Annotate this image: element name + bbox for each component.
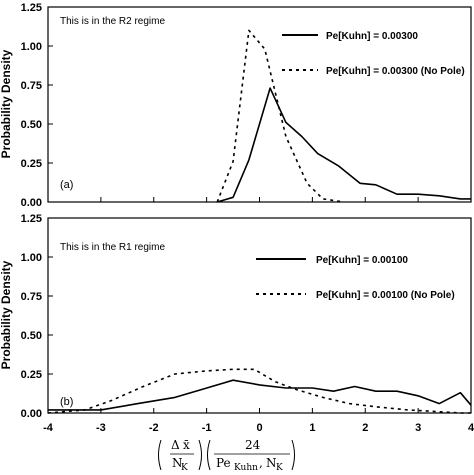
y-tick-label: 0.50 [21, 119, 42, 131]
svg-text:K: K [181, 463, 188, 473]
svg-text:Δ: Δ [171, 438, 180, 452]
svg-text:,: , [259, 456, 263, 470]
y-tick-label: 1.00 [21, 41, 42, 53]
annotation-a: This is in the R2 regime [60, 16, 165, 27]
y-tick-label: 0.50 [21, 330, 42, 342]
legend-b-dashed-label: Pe[Kuhn] = 0.00100 (No Pole) [316, 290, 455, 301]
x-tick-label: 2 [362, 422, 368, 434]
series-line-b-no-pole [47, 368, 471, 414]
legend-b: Pe[Kuhn] = 0.00100 Pe[Kuhn] = 0.00100 (N… [256, 255, 455, 301]
legend-a: Pe[Kuhn] = 0.00300 Pe[Kuhn] = 0.00300 (N… [282, 31, 465, 77]
panel-label-a: (a) [60, 179, 73, 191]
svg-text:Kuhn: Kuhn [234, 463, 258, 473]
svg-text:N: N [266, 456, 277, 470]
y-tick-label: 1.25 [21, 213, 42, 225]
y-ticks-b: 0.00 0.25 0.50 0.75 1.00 1.25 [21, 213, 53, 420]
svg-text:Pe: Pe [216, 456, 231, 470]
series-line-b-pole [48, 379, 472, 411]
panel-label-b: (b) [60, 396, 73, 408]
y-axis-label-b: Probability Density [0, 260, 13, 369]
series-line-a-no-pole [216, 29, 345, 203]
x-tick-label: -4 [43, 422, 54, 434]
y-tick-label: 0.00 [21, 197, 42, 209]
x-tick-label: 4 [468, 422, 474, 434]
series-lines-a [47, 29, 472, 203]
y-tick-label: 0.75 [21, 80, 42, 92]
legend-a-dashed-label: Pe[Kuhn] = 0.00300 (No Pole) [326, 66, 465, 77]
annotation-b: This is in the R1 regime [60, 242, 165, 253]
x-tick-label: -1 [202, 422, 212, 434]
series-lines-b [47, 368, 472, 414]
y-ticks-a: 0.00 0.25 0.50 0.75 1.00 1.25 [21, 2, 53, 209]
svg-text:K: K [276, 463, 283, 473]
x-tick-label: 0 [256, 422, 262, 434]
y-tick-label: 0.25 [21, 369, 42, 381]
svg-text:x̄: x̄ [183, 438, 190, 452]
x-tick-label: -3 [96, 422, 106, 434]
legend-a-solid-label: Pe[Kuhn] = 0.00300 [326, 31, 418, 42]
y-tick-label: 0.00 [21, 408, 42, 420]
y-tick-label: 0.75 [21, 291, 42, 303]
svg-text:24: 24 [245, 438, 261, 452]
x-axis-formula: Δ x̄ N K 24 Pe Kuhn , N K [158, 438, 295, 473]
svg-text:N: N [172, 456, 183, 470]
x-ticks-b: -4 -3 -2 -1 0 1 2 3 4 [43, 422, 474, 434]
series-line-a-pole [216, 87, 471, 203]
panel-a: 0.00 0.25 0.50 0.75 1.00 1.25 Probability Den… [0, 2, 472, 209]
y-axis-label-a: Probability Density [0, 49, 13, 158]
panel-b: 0.00 0.25 0.50 0.75 1.00 1.25 -4 -3 -2 -1 0 1 2 3 4 P… [0, 213, 474, 434]
y-tick-label: 1.25 [21, 2, 42, 14]
x-tick-label: 1 [309, 422, 315, 434]
y-tick-label: 0.25 [21, 158, 42, 170]
y-tick-label: 1.00 [21, 252, 42, 264]
x-tick-label: 3 [415, 422, 421, 434]
x-tick-label: -2 [149, 422, 159, 434]
legend-b-solid-label: Pe[Kuhn] = 0.00100 [316, 255, 408, 266]
